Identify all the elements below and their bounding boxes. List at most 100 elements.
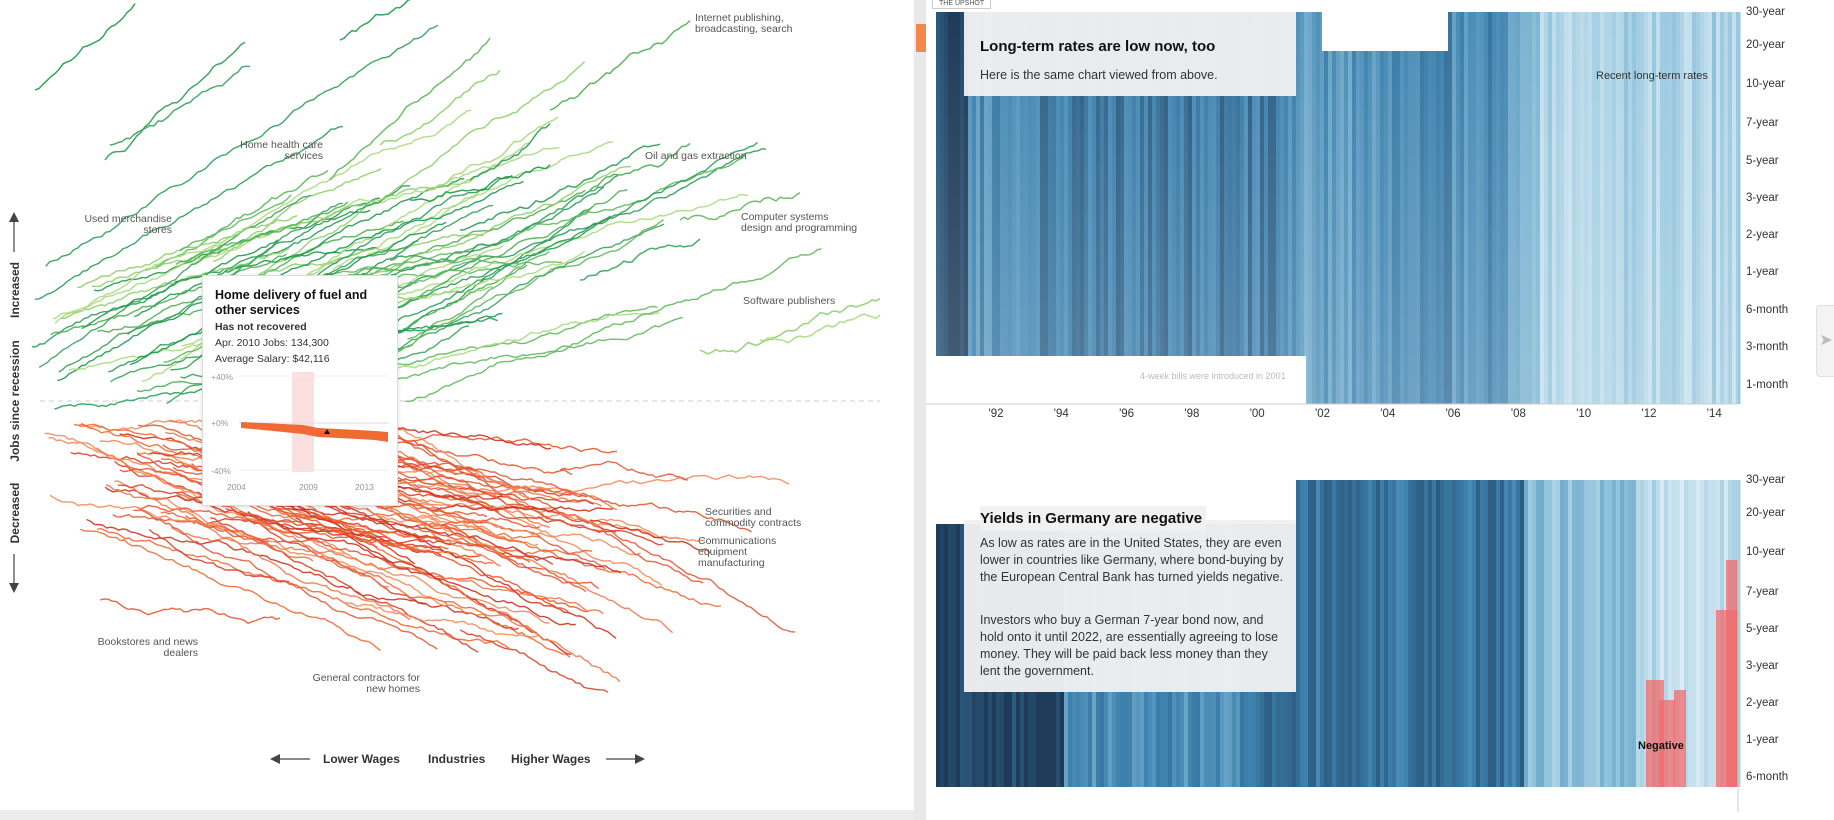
industry-line[interactable] [247, 511, 576, 626]
industry-line[interactable] [416, 517, 541, 529]
heatmap2-column [1304, 480, 1309, 787]
industry-line[interactable] [404, 502, 705, 543]
industry-line[interactable] [339, 599, 541, 638]
industry-line[interactable] [329, 37, 491, 181]
heatmap2-column [1580, 480, 1585, 787]
industry-line[interactable] [114, 480, 447, 608]
industry-line[interactable] [359, 193, 749, 307]
industry-line[interactable] [429, 116, 559, 191]
next-arrow-icon[interactable]: ➤ [1816, 305, 1834, 377]
heatmap2-column [1620, 480, 1625, 787]
industry-line[interactable] [224, 246, 377, 273]
industry-line[interactable] [384, 434, 617, 454]
industry-line[interactable] [99, 598, 281, 625]
industry-line[interactable] [45, 24, 439, 267]
industry-line[interactable] [391, 425, 552, 450]
industry-line[interactable] [699, 297, 881, 355]
heatmap2-column [1464, 480, 1469, 787]
up-arrowhead-icon [9, 212, 19, 222]
industry-line[interactable] [57, 281, 230, 382]
heatmap2-column [1308, 480, 1313, 787]
industry-line[interactable] [559, 460, 689, 481]
industry-line[interactable] [549, 19, 691, 111]
industry-line[interactable] [354, 316, 683, 389]
industry-line[interactable] [127, 220, 404, 336]
industry-line[interactable] [332, 141, 613, 270]
industry-line[interactable] [213, 168, 382, 263]
industry-line[interactable] [263, 233, 484, 274]
heatmap2-column [1472, 480, 1477, 787]
industry-line[interactable] [34, 125, 343, 300]
industry-line[interactable] [759, 313, 881, 344]
industry-line[interactable] [270, 506, 535, 633]
industry-line[interactable] [96, 447, 389, 588]
industry-line[interactable] [133, 509, 438, 650]
heatmap2-column [1444, 480, 1449, 787]
industry-line[interactable] [81, 239, 279, 330]
industry-label: Oil and gas extraction [645, 150, 747, 162]
industry-line[interactable] [80, 528, 381, 652]
heatmap2-column [1568, 480, 1573, 787]
industry-line[interactable] [58, 202, 343, 373]
industry-line[interactable] [469, 122, 551, 181]
industry-line[interactable] [54, 109, 472, 324]
heatmap2-column [1356, 480, 1361, 787]
industry-line[interactable] [179, 169, 329, 251]
heatmap1-xtick: '12 [1642, 408, 1657, 420]
industry-line[interactable] [38, 194, 312, 368]
industry-line[interactable] [589, 142, 691, 191]
industry-line[interactable] [339, 0, 420, 41]
industry-line[interactable] [389, 174, 619, 263]
horizontal-scrollbar[interactable] [0, 810, 914, 820]
industry-line[interactable] [96, 527, 510, 649]
industry-line[interactable] [393, 141, 758, 323]
heatmap2-column [1496, 480, 1501, 787]
industry-line[interactable] [441, 523, 587, 593]
industry-line[interactable] [459, 629, 609, 693]
industry-line[interactable] [50, 253, 287, 336]
industry-line[interactable] [459, 143, 661, 231]
industry-line[interactable] [385, 453, 663, 587]
industry-line[interactable] [86, 518, 519, 631]
industry-line[interactable] [49, 494, 219, 528]
industry-line[interactable] [439, 599, 621, 683]
industry-line[interactable] [679, 192, 801, 221]
industry-line[interactable] [185, 515, 590, 613]
industry-line[interactable] [409, 164, 551, 202]
industry-line[interactable] [579, 238, 701, 281]
upshot-tab[interactable]: THE UPSHOT [932, 0, 992, 9]
industry-line[interactable] [170, 526, 604, 615]
industry-line[interactable] [366, 422, 795, 633]
industry-line[interactable] [44, 432, 345, 555]
industry-line[interactable] [175, 201, 349, 266]
heatmap2-column [1652, 480, 1657, 787]
industry-line[interactable] [252, 61, 586, 281]
tooltip-salary: Average Salary: $42,116 [215, 353, 330, 365]
industry-line[interactable] [225, 507, 378, 549]
industry-line[interactable] [396, 496, 614, 513]
industry-line[interactable] [148, 528, 290, 583]
heatmap2-column [1712, 480, 1717, 787]
industry-line[interactable] [154, 194, 292, 268]
industry-line[interactable] [34, 3, 136, 91]
industry-line[interactable] [160, 511, 314, 562]
industry-lines-plot[interactable]: Increased Jobs since recession Decreased… [0, 0, 914, 810]
heatmap2-column [1488, 480, 1493, 787]
heatmap2-ytick: 1-year [1746, 734, 1779, 746]
industry-line[interactable] [402, 264, 528, 330]
industry-line[interactable] [366, 507, 600, 589]
industry-line[interactable] [589, 519, 711, 554]
industry-line[interactable] [407, 219, 664, 340]
industry-line[interactable] [52, 230, 241, 320]
industry-line[interactable] [105, 484, 411, 621]
industry-line[interactable] [104, 41, 246, 161]
industry-line[interactable] [367, 465, 752, 533]
industry-line[interactable] [329, 559, 571, 658]
industry-line[interactable] [405, 248, 822, 403]
industry-line[interactable] [191, 147, 560, 265]
industry-line[interactable] [91, 179, 472, 288]
industry-line[interactable] [416, 474, 790, 496]
x-industries-label: Industries [428, 752, 486, 766]
industry-line[interactable] [379, 69, 501, 146]
industry-line[interactable] [109, 65, 250, 146]
